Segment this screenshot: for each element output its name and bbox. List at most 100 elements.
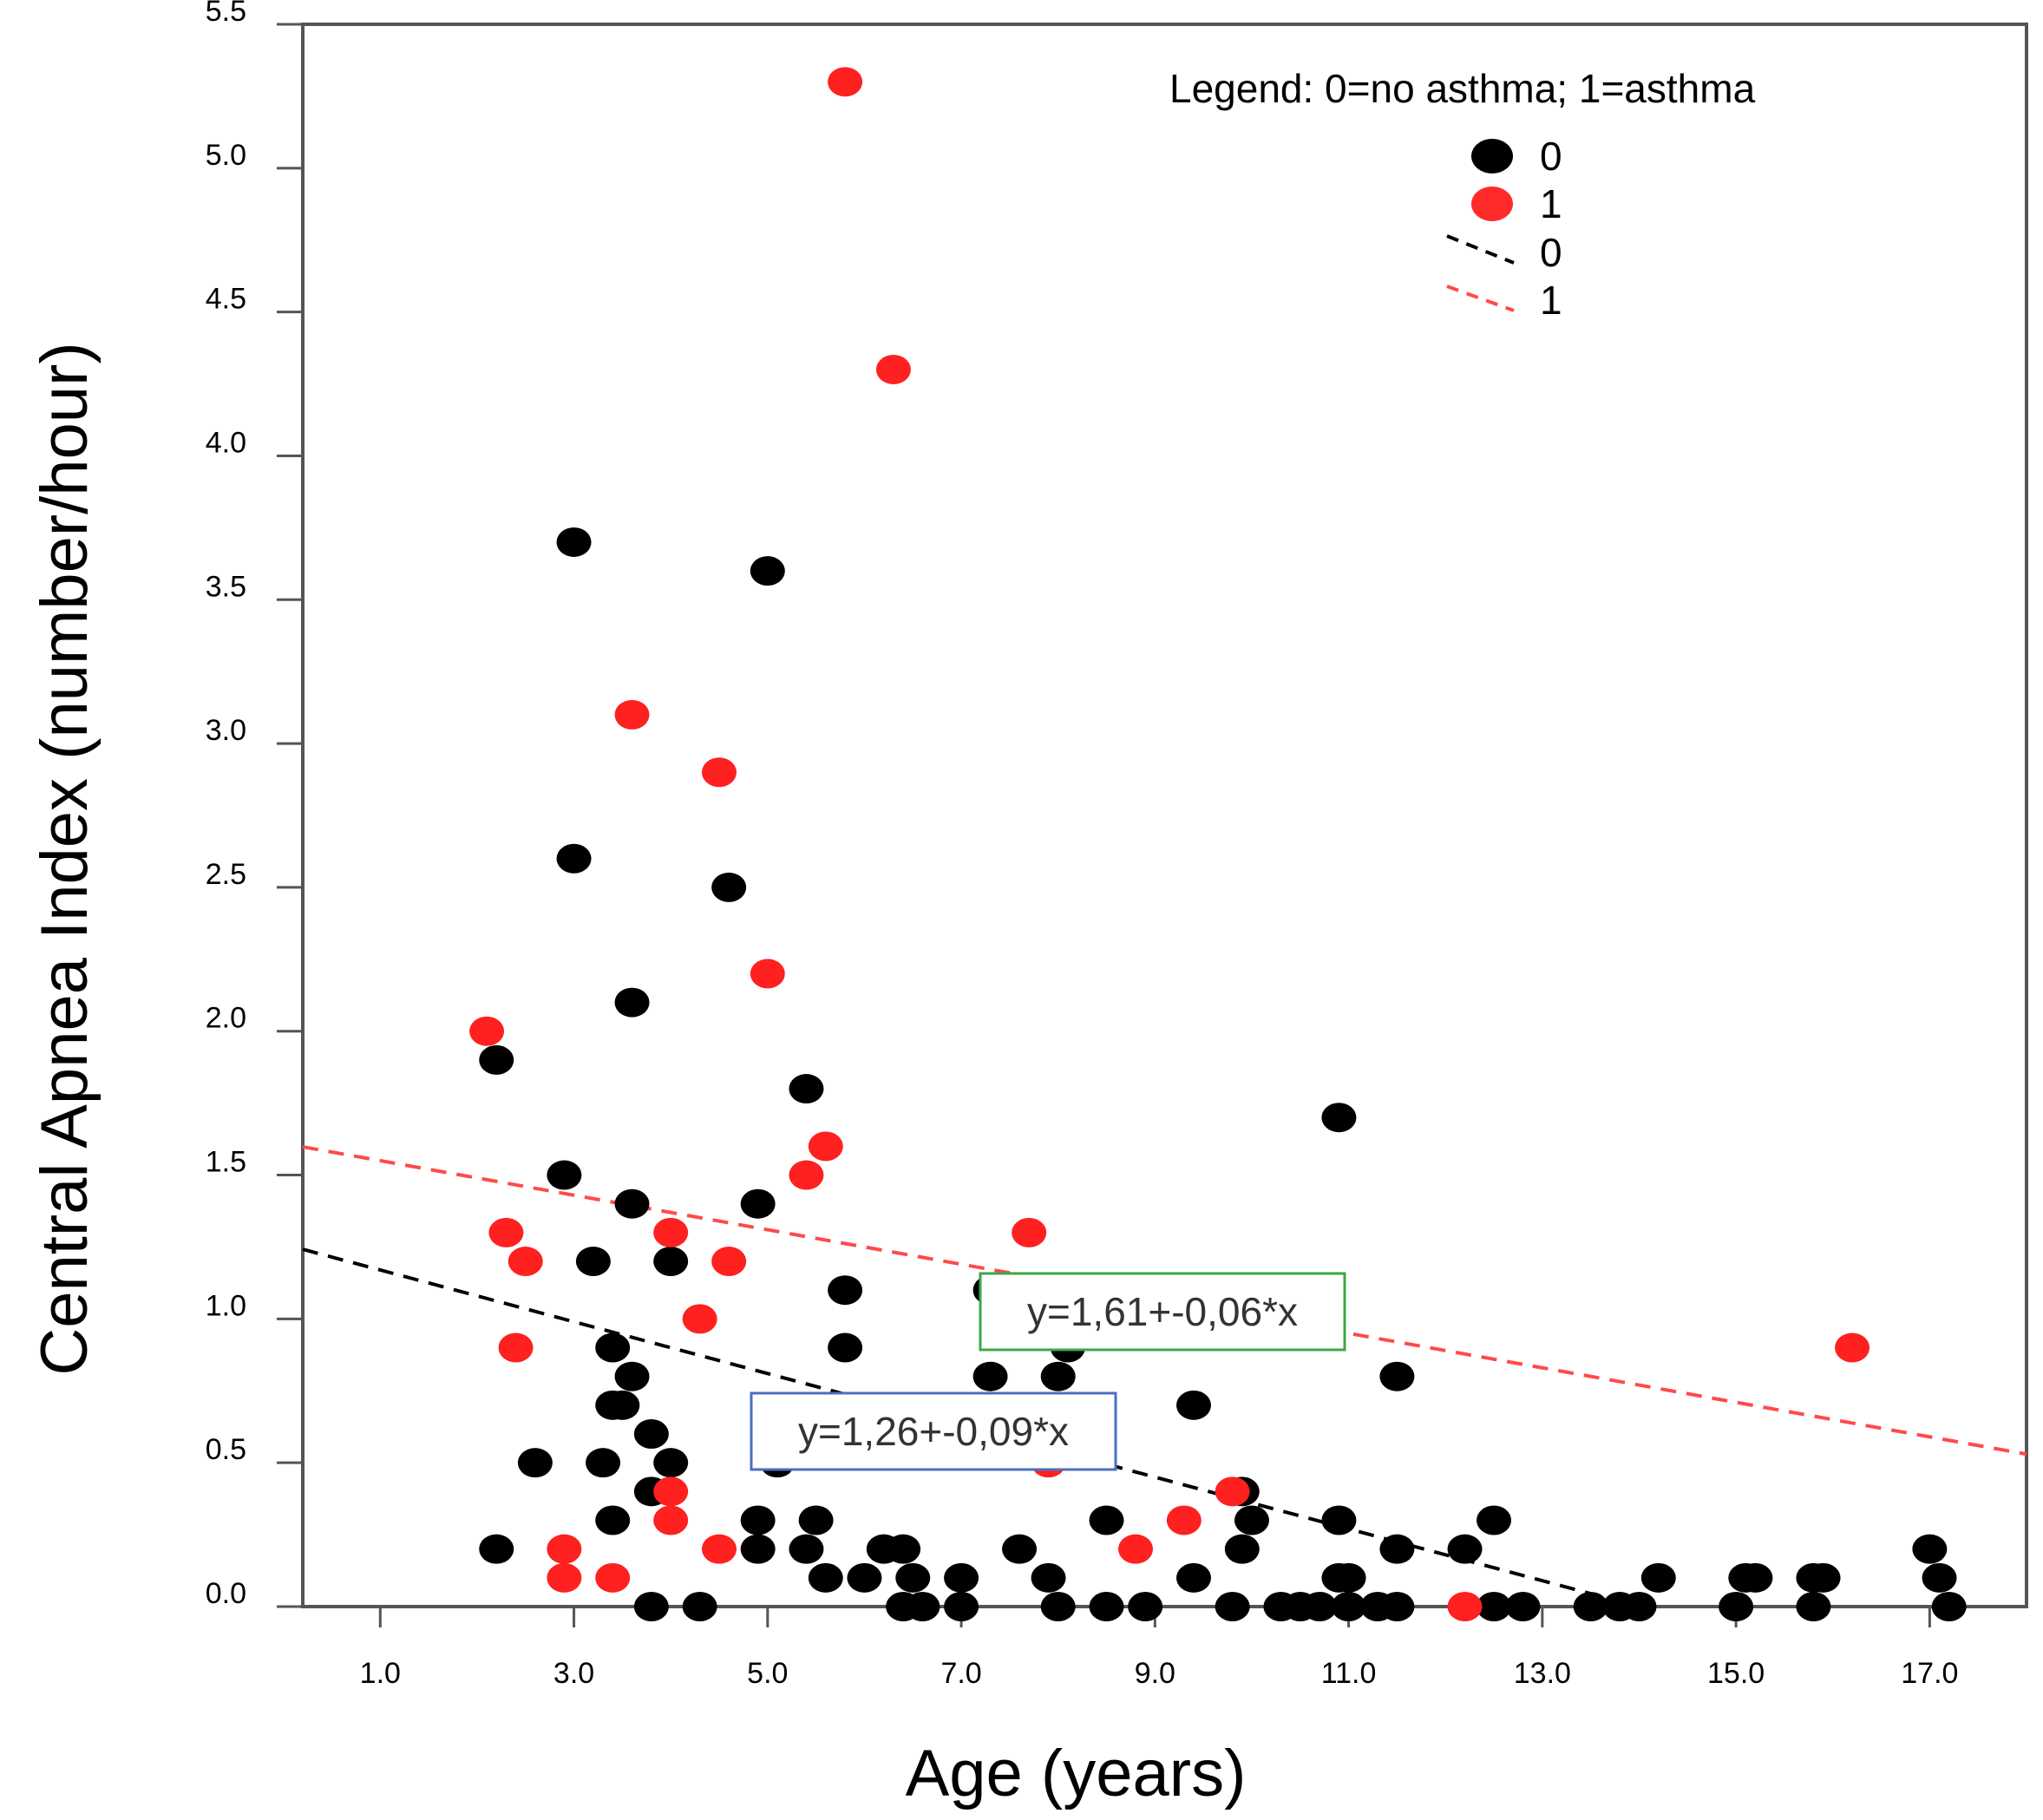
- point-series-0: [1175, 1562, 1211, 1593]
- legend-line-1: [1446, 285, 1515, 312]
- point-series-0: [1040, 1592, 1076, 1621]
- point-series-0: [1505, 1592, 1541, 1621]
- legend-label-marker-1: 1: [1540, 181, 1562, 226]
- point-series-0: [1331, 1592, 1366, 1621]
- fit-line-series-1: [302, 1145, 2027, 1457]
- point-series-0: [1621, 1592, 1657, 1621]
- plot-frame: [301, 23, 2028, 1608]
- point-series-0: [1447, 1534, 1483, 1564]
- point-series-0: [1719, 1592, 1754, 1621]
- point-series-0: [1215, 1592, 1250, 1621]
- point-series-1: [1012, 1217, 1047, 1247]
- x-tick-label: 9.0: [1135, 1657, 1175, 1690]
- point-series-1: [808, 1131, 843, 1162]
- point-series-0: [1089, 1592, 1124, 1621]
- point-series-1: [595, 1562, 631, 1593]
- legend: Legend: 0=no asthma; 1=asthma 0 1 0 1: [1169, 66, 1756, 323]
- point-series-1: [1835, 1332, 1870, 1363]
- point-series-0: [1477, 1505, 1512, 1535]
- point-series-0: [595, 1505, 631, 1535]
- point-series-0: [575, 1247, 611, 1277]
- fit-equation-label-0: y=1,26+-0,09*x: [798, 1409, 1069, 1454]
- point-series-0: [1224, 1534, 1260, 1564]
- point-series-0: [895, 1562, 931, 1593]
- point-series-0: [740, 1505, 776, 1535]
- point-series-0: [614, 1188, 650, 1219]
- legend-marker-0: [1471, 139, 1513, 173]
- point-series-0: [711, 872, 747, 902]
- point-series-1: [614, 699, 650, 730]
- point-series-0: [653, 1247, 689, 1277]
- point-series-0: [1379, 1361, 1415, 1391]
- point-series-0: [595, 1332, 631, 1363]
- legend-label-line-0: 0: [1540, 230, 1562, 275]
- point-series-0: [1931, 1592, 1967, 1621]
- point-series-0: [633, 1592, 669, 1621]
- y-tick-label: 1.5: [206, 1146, 246, 1179]
- point-series-0: [1738, 1562, 1773, 1593]
- legend-label-marker-0: 0: [1540, 134, 1562, 179]
- point-series-0: [789, 1074, 824, 1104]
- legend-marker-1: [1471, 187, 1513, 221]
- point-series-0: [682, 1592, 717, 1621]
- x-tick-label: 7.0: [940, 1657, 981, 1690]
- y-tick-label: 5.0: [206, 139, 246, 172]
- point-series-0: [633, 1419, 669, 1450]
- point-series-0: [1331, 1562, 1366, 1593]
- point-series-0: [828, 1332, 863, 1363]
- y-tick-label: 4.0: [206, 426, 246, 459]
- point-series-0: [1640, 1562, 1676, 1593]
- y-axis: 0.0 0.5 1.0 1.5 2.0 2.5 3.0 3.5 4.0 4.5 5.0 5.5: [206, 0, 303, 1610]
- point-series-0: [605, 1390, 640, 1420]
- point-series-0: [944, 1562, 979, 1593]
- point-series-1: [498, 1332, 534, 1363]
- point-series-0: [740, 1534, 776, 1564]
- point-series-1: [653, 1476, 689, 1507]
- point-series-0: [1573, 1592, 1608, 1621]
- point-series-0: [847, 1562, 882, 1593]
- point-series-1: [702, 757, 737, 788]
- point-series-1: [469, 1016, 505, 1046]
- fit-equation-label-1: y=1,61+-0,06*x: [1027, 1289, 1298, 1334]
- point-series-1: [1118, 1534, 1154, 1564]
- point-series-0: [1302, 1592, 1338, 1621]
- x-tick-label: 11.0: [1321, 1657, 1377, 1690]
- x-tick-label: 17.0: [1901, 1657, 1958, 1690]
- legend-line-0: [1446, 234, 1515, 265]
- point-series-0: [1128, 1592, 1163, 1621]
- y-tick-label: 5.5: [206, 0, 246, 28]
- data-points: [469, 67, 1967, 1621]
- point-series-0: [1040, 1361, 1076, 1391]
- point-series-1: [702, 1534, 737, 1564]
- x-axis-title: Age (years): [906, 1737, 1247, 1810]
- point-series-0: [1321, 1505, 1357, 1535]
- point-series-1: [1447, 1592, 1483, 1621]
- point-series-1: [653, 1505, 689, 1535]
- point-series-1: [750, 959, 785, 989]
- point-series-1: [711, 1247, 747, 1277]
- legend-label-line-1: 1: [1540, 278, 1562, 323]
- point-series-1: [1166, 1505, 1202, 1535]
- point-series-0: [653, 1448, 689, 1478]
- point-series-0: [886, 1534, 921, 1564]
- point-series-0: [740, 1188, 776, 1219]
- point-series-1: [653, 1217, 689, 1247]
- y-tick-label: 1.0: [206, 1289, 246, 1322]
- point-series-0: [1922, 1562, 1957, 1593]
- point-series-1: [789, 1160, 824, 1190]
- x-tick-label: 5.0: [747, 1657, 788, 1690]
- point-series-0: [1379, 1592, 1415, 1621]
- point-series-0: [1912, 1534, 1948, 1564]
- point-series-0: [479, 1044, 514, 1075]
- point-series-0: [586, 1448, 621, 1478]
- point-series-0: [1031, 1562, 1066, 1593]
- point-series-0: [1796, 1592, 1831, 1621]
- point-series-0: [479, 1534, 514, 1564]
- fit-equation-box-0: [750, 1391, 1117, 1471]
- y-tick-label: 0.0: [206, 1577, 246, 1610]
- x-tick-label: 1.0: [360, 1657, 401, 1690]
- fit-equation-box-1: [979, 1272, 1346, 1352]
- point-series-1: [828, 67, 863, 97]
- point-series-1: [507, 1247, 543, 1277]
